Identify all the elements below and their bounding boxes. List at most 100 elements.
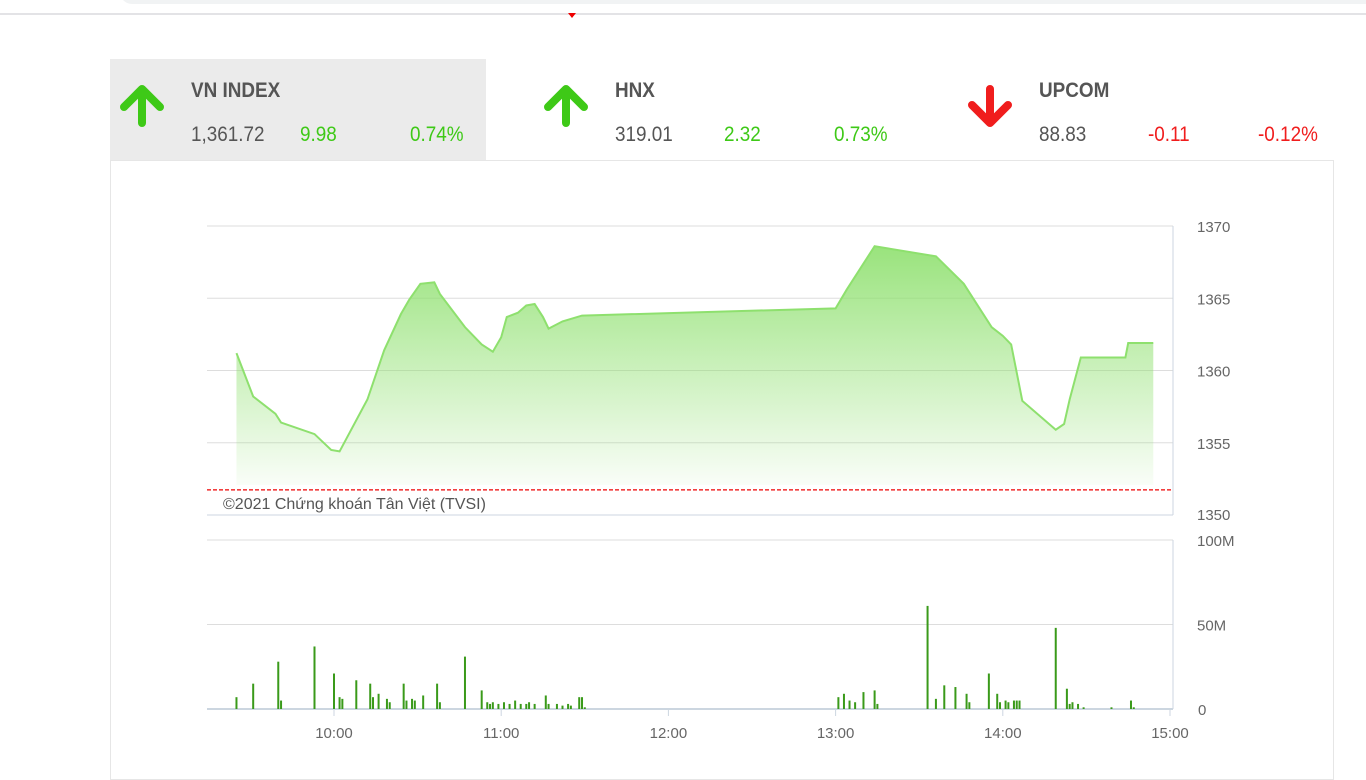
volume-bar bbox=[388, 702, 391, 709]
volume-bar bbox=[422, 695, 425, 709]
volume-bar bbox=[402, 683, 405, 709]
volume-bar bbox=[555, 703, 558, 709]
credit-text: ©2021 Chứng khoán Tân Việt (TVSI) bbox=[223, 496, 486, 513]
volume-bar bbox=[341, 698, 344, 709]
volume-bar bbox=[1071, 702, 1074, 709]
volume-bar bbox=[583, 707, 586, 709]
volume-tick-label: 50M bbox=[1197, 618, 1226, 635]
time-tick-label: 11:00 bbox=[483, 725, 519, 742]
time-tick-label: 10:00 bbox=[315, 725, 353, 742]
price-tick-label: 1370 bbox=[1197, 219, 1230, 236]
caret-down-icon bbox=[568, 13, 576, 18]
index-value: 319.01 bbox=[615, 123, 673, 146]
volume-bar bbox=[489, 703, 492, 709]
volume-bar bbox=[842, 693, 845, 709]
volume-bar bbox=[528, 702, 531, 709]
index-change: 2.32 bbox=[724, 123, 761, 146]
time-tick-label: 12:00 bbox=[650, 725, 688, 742]
volume-bar bbox=[405, 700, 408, 709]
volume-bar bbox=[1012, 700, 1015, 709]
volume-bar bbox=[436, 683, 439, 709]
volume-bar bbox=[581, 697, 584, 709]
volume-bar bbox=[355, 680, 358, 709]
price-line bbox=[235, 245, 1154, 453]
time-tick-label: 13:00 bbox=[817, 725, 855, 742]
volume-bar bbox=[1004, 700, 1007, 709]
index-name: HNX bbox=[615, 79, 655, 102]
index-percent: 0.74% bbox=[410, 123, 464, 146]
price-area bbox=[236, 246, 1154, 485]
volume-bar bbox=[1054, 627, 1057, 709]
volume-bar bbox=[569, 705, 572, 709]
volume-bar bbox=[547, 703, 550, 709]
volume-bar bbox=[837, 697, 840, 709]
volume-bar bbox=[502, 702, 505, 709]
volume-bar bbox=[1082, 707, 1085, 709]
volume-bar bbox=[862, 692, 865, 709]
volume-bar bbox=[514, 700, 517, 709]
index-value: 1,361.72 bbox=[191, 123, 265, 146]
volume-bar bbox=[533, 703, 536, 709]
arrow-up-icon bbox=[544, 85, 588, 132]
volume-bar bbox=[1018, 700, 1021, 709]
volume-bar bbox=[561, 705, 564, 709]
volume-bar bbox=[508, 703, 511, 709]
index-name: UPCOM bbox=[1039, 79, 1110, 102]
volume-bar bbox=[277, 661, 280, 709]
volume-bar bbox=[968, 702, 971, 709]
price-tick-label: 1350 bbox=[1197, 507, 1230, 524]
volume-bar bbox=[372, 697, 375, 709]
volume-bar bbox=[486, 702, 489, 709]
volume-bar bbox=[943, 685, 946, 709]
time-tick-label: 15:00 bbox=[1151, 725, 1189, 742]
volume-bar bbox=[544, 695, 547, 709]
volume-bar bbox=[480, 690, 483, 709]
browser-search-bar[interactable] bbox=[120, 0, 1366, 4]
volume-bar bbox=[252, 683, 255, 709]
volume-bar bbox=[1129, 700, 1132, 709]
volume-bar bbox=[1065, 688, 1068, 709]
volume-bar bbox=[369, 683, 372, 709]
volume-bar bbox=[934, 698, 937, 709]
price-tick-label: 1355 bbox=[1197, 436, 1230, 453]
index-change: -0.11 bbox=[1148, 123, 1190, 146]
volume-bar bbox=[854, 702, 857, 709]
volume-bar bbox=[1015, 700, 1018, 709]
volume-bar bbox=[385, 698, 388, 709]
volume-bar bbox=[338, 697, 341, 709]
price-tick-label: 1360 bbox=[1197, 364, 1230, 381]
arrow-down-icon bbox=[968, 85, 1012, 132]
volume-bar bbox=[965, 693, 968, 709]
volume-bar bbox=[1007, 702, 1010, 709]
volume-bar bbox=[1077, 703, 1080, 709]
volume-bar bbox=[438, 702, 441, 709]
volume-bar bbox=[926, 605, 929, 709]
volume-bar bbox=[411, 698, 414, 709]
index-tab-upcom[interactable]: UPCOM 88.83 -0.11 -0.12% bbox=[958, 59, 1334, 160]
volume-bar bbox=[873, 690, 876, 709]
index-tab-hnx[interactable]: HNX 319.01 2.32 0.73% bbox=[534, 59, 910, 160]
volume-bar bbox=[497, 703, 500, 709]
volume-bar bbox=[525, 703, 528, 709]
volume-bar bbox=[1132, 707, 1135, 709]
index-percent: 0.73% bbox=[834, 123, 888, 146]
volume-bar bbox=[519, 703, 522, 709]
price-tick-label: 1365 bbox=[1197, 291, 1230, 308]
index-percent: -0.12% bbox=[1258, 123, 1318, 146]
divider bbox=[0, 13, 1366, 15]
arrow-up-icon bbox=[120, 85, 164, 132]
index-name: VN INDEX bbox=[191, 79, 281, 102]
time-tick-label: 14:00 bbox=[984, 725, 1022, 742]
volume-bar bbox=[1068, 703, 1071, 709]
volume-bar bbox=[413, 700, 416, 709]
volume-bar bbox=[235, 697, 238, 709]
index-tab-vn-index[interactable]: VN INDEX 1,361.72 9.98 0.74% bbox=[110, 59, 486, 160]
volume-bar bbox=[999, 702, 1002, 709]
volume-bar bbox=[996, 693, 999, 709]
volume-bar bbox=[567, 703, 570, 709]
volume-bar bbox=[333, 673, 335, 709]
volume-tick-label: 0 bbox=[1198, 702, 1206, 719]
volume-bar bbox=[377, 693, 380, 709]
volume-bar bbox=[987, 673, 990, 709]
